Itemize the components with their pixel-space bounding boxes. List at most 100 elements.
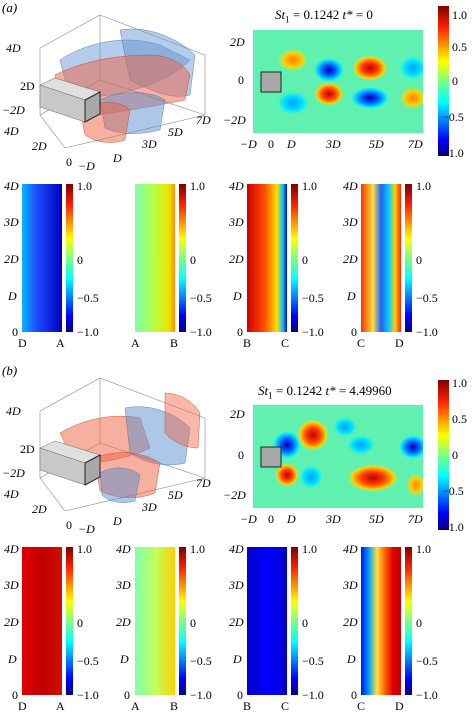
strip-colorbar bbox=[66, 184, 73, 332]
contour-x-tick: −D bbox=[240, 512, 257, 526]
iso-y-tick: 2D bbox=[32, 139, 47, 153]
strip-colorbar bbox=[179, 184, 186, 332]
colorbar-tick: −1.0 bbox=[190, 688, 212, 702]
strip-y-tick: D bbox=[347, 289, 356, 303]
strip-y-tick: 2D bbox=[229, 615, 244, 629]
colorbar-tick: −0.5 bbox=[77, 291, 99, 305]
colorbar-tick: −1.0 bbox=[442, 146, 464, 160]
iso-x-tick: 5D bbox=[168, 488, 183, 502]
colorbar-tick: −0.5 bbox=[302, 291, 324, 305]
strip-y-tick: 3D bbox=[116, 578, 131, 592]
strip-y-tick: 4D bbox=[343, 179, 358, 193]
strip-y-tick: 2D bbox=[4, 252, 19, 266]
contour-y-tick: −2D bbox=[223, 113, 246, 127]
strip-right-label: D bbox=[395, 336, 404, 350]
colorbar-tick: 1.0 bbox=[302, 179, 317, 193]
strip-y-tick: D bbox=[120, 652, 129, 666]
strip-right-label: D bbox=[395, 699, 404, 713]
strip-y-tick: D bbox=[8, 652, 17, 666]
strip-y-tick: 4D bbox=[229, 542, 244, 556]
colorbar-tick: 1.0 bbox=[416, 179, 431, 193]
contour-x-tick: D bbox=[287, 137, 296, 151]
strip-y-tick: 2D bbox=[116, 615, 131, 629]
iso-x-tick: −D bbox=[78, 522, 95, 536]
strip-y-tick: D bbox=[233, 652, 242, 666]
strip-left-label: B bbox=[243, 336, 252, 350]
strip-left-label: A bbox=[131, 699, 140, 713]
iso-x-tick: D bbox=[113, 514, 122, 528]
colorbar-tick: 0.5 bbox=[452, 412, 467, 426]
strip-plot-DA bbox=[22, 184, 62, 332]
iso-y-tick: 0 bbox=[66, 155, 72, 169]
panel-b: (b) 4D 2D −2D 4D bbox=[0, 363, 474, 725]
strip-colorbar bbox=[179, 547, 186, 695]
contour-x-tick: 5D bbox=[369, 512, 384, 526]
main-colorbar bbox=[438, 380, 449, 530]
iso-x-tick: 7D bbox=[196, 476, 211, 490]
contour-x-tick: 7D bbox=[408, 137, 423, 151]
strip-y-tick: 2D bbox=[229, 252, 244, 266]
iso-x-tick: D bbox=[113, 151, 122, 165]
contour-y-tick: −2D bbox=[223, 488, 246, 502]
strip-y-tick: 4D bbox=[4, 542, 19, 556]
strip-y-tick: 3D bbox=[229, 578, 244, 592]
colorbar-tick: −0.5 bbox=[190, 291, 212, 305]
strip-y-tick: 3D bbox=[4, 215, 19, 229]
iso-z-tick: 2D bbox=[20, 79, 35, 93]
strip-colorbar bbox=[291, 184, 298, 332]
colorbar-tick: −0.5 bbox=[442, 110, 464, 124]
strip-left-label: A bbox=[131, 336, 140, 350]
isosurface-graphic bbox=[39, 14, 206, 149]
iso-y-tick: 2D bbox=[32, 502, 47, 516]
colorbar-tick: −0.5 bbox=[416, 654, 438, 668]
colorbar-tick: 0 bbox=[190, 253, 196, 267]
colorbar-tick: 1.0 bbox=[416, 542, 431, 556]
strip-left-label: B bbox=[243, 699, 252, 713]
strip-plot-AB bbox=[135, 547, 175, 695]
panel-label: (a) bbox=[2, 0, 18, 15]
strip-y-tick: 0 bbox=[351, 688, 357, 702]
contour-y-tick: 2D bbox=[230, 35, 245, 49]
strip-y-tick: D bbox=[8, 289, 17, 303]
strip-right-label: A bbox=[56, 699, 65, 713]
strip-right-label: B bbox=[170, 336, 179, 350]
iso-z-tick: −2D bbox=[2, 466, 25, 480]
strip-colorbar bbox=[66, 547, 73, 695]
iso-x-tick: −D bbox=[78, 159, 95, 173]
colorbar-tick: 0 bbox=[452, 74, 458, 88]
strip-row: 4D 3D 2D D 0 D A 4D 3D 2D D 0 A B 4D 3D … bbox=[0, 543, 474, 723]
contour-field bbox=[253, 30, 423, 133]
iso-y-tick: 4D bbox=[4, 487, 19, 501]
colorbar-tick: −1.0 bbox=[302, 325, 324, 339]
contour-plot bbox=[253, 405, 423, 508]
colorbar-tick: 1.0 bbox=[190, 542, 205, 556]
iso-z-tick: −2D bbox=[2, 103, 25, 117]
colorbar-tick: 0 bbox=[77, 616, 83, 630]
colorbar-tick: 1.0 bbox=[190, 179, 205, 193]
strip-y-tick: 3D bbox=[343, 215, 358, 229]
colorbar-tick: 1.0 bbox=[452, 8, 467, 22]
iso-x-tick: 3D bbox=[142, 137, 157, 151]
strip-plot-CD bbox=[361, 184, 401, 332]
iso-x-tick: 5D bbox=[168, 125, 183, 139]
colorbar-tick: −1.0 bbox=[416, 688, 438, 702]
strip-right-label: B bbox=[170, 699, 179, 713]
iso-z-tick: 4D bbox=[6, 404, 21, 418]
strip-y-tick: 3D bbox=[229, 215, 244, 229]
contour-x-tick: D bbox=[287, 512, 296, 526]
strip-y-tick: 2D bbox=[4, 615, 19, 629]
strip-colorbar bbox=[291, 547, 298, 695]
panel-label: (b) bbox=[2, 363, 18, 378]
contour-x-tick: 0 bbox=[268, 137, 274, 151]
contour-x-tick: 7D bbox=[408, 512, 423, 526]
colorbar-tick: 0 bbox=[416, 253, 422, 267]
plot-title: St1 = 0.1242 t* = 0 bbox=[275, 7, 373, 25]
strip-y-tick: 3D bbox=[4, 578, 19, 592]
colorbar-tick: −1.0 bbox=[442, 520, 464, 534]
colorbar-tick: 0 bbox=[302, 616, 308, 630]
strip-left-label: D bbox=[18, 336, 27, 350]
strip-left-label: C bbox=[357, 336, 366, 350]
isosurface-graphic bbox=[39, 377, 206, 512]
strip-y-tick: 0 bbox=[237, 688, 243, 702]
strip-left-label: D bbox=[18, 699, 27, 713]
